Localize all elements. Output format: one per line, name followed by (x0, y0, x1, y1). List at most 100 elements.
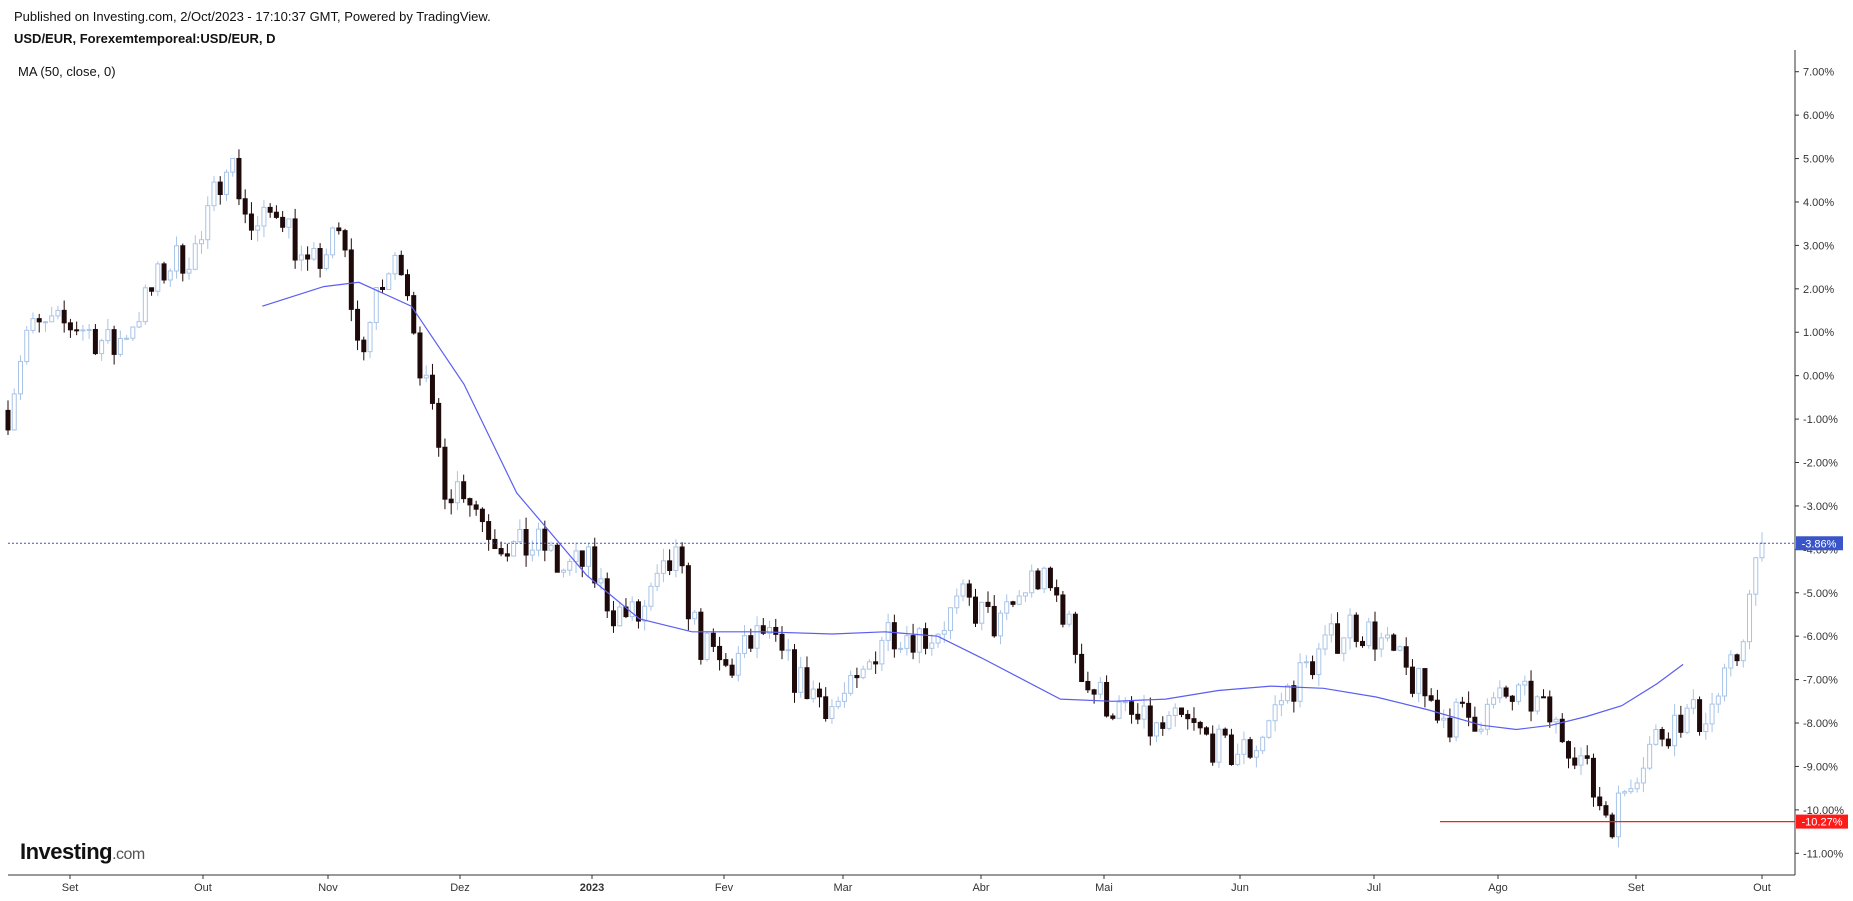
candle-up (1753, 557, 1759, 595)
investing-logo: Investing.com (20, 839, 145, 865)
candle-up (960, 583, 966, 597)
candle-up (367, 322, 373, 353)
candle-down (773, 626, 779, 635)
candle-down (161, 263, 167, 281)
candle-up (192, 243, 198, 270)
candle-up (1728, 654, 1734, 669)
candle-up (155, 263, 161, 292)
candle-up (916, 628, 922, 653)
candle-down (1665, 738, 1671, 747)
candle-down (1528, 680, 1534, 712)
candle-down (1597, 796, 1603, 807)
candle-up (311, 248, 317, 260)
candle-up (1272, 704, 1278, 722)
candle-up (11, 393, 17, 431)
candle-up (211, 181, 217, 207)
candle-down (479, 508, 485, 523)
candle-up (392, 254, 398, 275)
x-tick-label: Mar (834, 882, 853, 894)
candle-down (779, 633, 785, 651)
y-tick-label: -11.00% (1803, 848, 1843, 860)
candle-up (1029, 570, 1035, 594)
candle-up (261, 206, 267, 227)
candle-up (1684, 707, 1690, 733)
candle-down (1572, 757, 1578, 766)
symbol-title: USD/EUR, Forexemtemporeal:USD/EUR, D (14, 31, 276, 46)
y-tick-label: 0.00% (1803, 371, 1834, 383)
candle-down (1054, 587, 1060, 596)
candle-down (1678, 714, 1684, 733)
plot-area (5, 149, 1765, 848)
candle-up (255, 225, 261, 231)
candle-down (1466, 702, 1472, 718)
candle-down (635, 601, 641, 622)
candle-down (1197, 721, 1203, 729)
candle-up (573, 550, 579, 563)
candle-up (648, 585, 654, 607)
candle-up (898, 647, 904, 650)
candle-down (710, 632, 716, 647)
candle-down (1047, 567, 1053, 589)
candle-up (136, 321, 142, 328)
candle-up (1016, 595, 1022, 605)
candle-down (429, 374, 435, 404)
candle-up (997, 612, 1003, 637)
candle-up (205, 205, 211, 241)
candle-down (1509, 695, 1515, 702)
candle-down (523, 529, 529, 556)
y-tick-label: -7.00% (1803, 675, 1838, 687)
candle-down (498, 548, 504, 555)
published-line: Published on Investing.com, 2/Oct/2023 -… (14, 9, 491, 24)
candle-up (423, 374, 429, 379)
candle-up (1690, 699, 1696, 709)
candle-down (1072, 613, 1078, 655)
candle-up (230, 157, 236, 173)
candle-down (910, 635, 916, 653)
candle-up (1747, 593, 1753, 643)
candle-up (1622, 791, 1628, 794)
candle-down (1129, 701, 1135, 715)
candle-up (142, 287, 148, 323)
x-tick-label: Set (62, 882, 79, 894)
x-tick-label: Mai (1095, 882, 1113, 894)
candle-down (36, 318, 42, 323)
candle-up (1322, 634, 1328, 650)
candle-up (1235, 753, 1241, 765)
candle-down (1403, 646, 1409, 668)
candle-up (1628, 788, 1634, 793)
candle-up (1516, 684, 1522, 702)
candle-down (604, 578, 610, 612)
candle-up (841, 692, 847, 702)
candle-down (5, 409, 11, 431)
candle-up (1166, 715, 1172, 729)
candle-up (1441, 717, 1447, 721)
candle-up (1316, 648, 1322, 676)
candle-up (55, 309, 61, 317)
candle-up (1722, 667, 1728, 697)
candle-up (99, 340, 105, 355)
candle-down (667, 560, 673, 571)
candle-down (292, 218, 298, 261)
candle-up (1615, 792, 1621, 838)
candle-up (1534, 696, 1540, 712)
y-tick-label: 4.00% (1803, 197, 1834, 209)
candle-up (1341, 637, 1347, 654)
candle-down (1353, 614, 1359, 642)
candle-up (948, 607, 954, 632)
indicator-label[interactable]: MA (50, close, 0) (18, 64, 116, 79)
y-tick-label: 7.00% (1803, 67, 1834, 79)
candle-down (1447, 717, 1453, 738)
y-tick-label: -5.00% (1803, 588, 1838, 600)
candle-down (923, 628, 929, 649)
low-marker-label: -10.27% (1802, 817, 1843, 829)
candle-down (1547, 696, 1553, 723)
candle-down (1428, 695, 1434, 701)
candle-down (1734, 654, 1740, 662)
current-price-box (1796, 536, 1843, 551)
candle-up (1578, 755, 1584, 766)
candle-down (723, 659, 729, 666)
candle-up (598, 578, 604, 584)
candle-up (511, 541, 517, 557)
candle-down (991, 605, 997, 637)
